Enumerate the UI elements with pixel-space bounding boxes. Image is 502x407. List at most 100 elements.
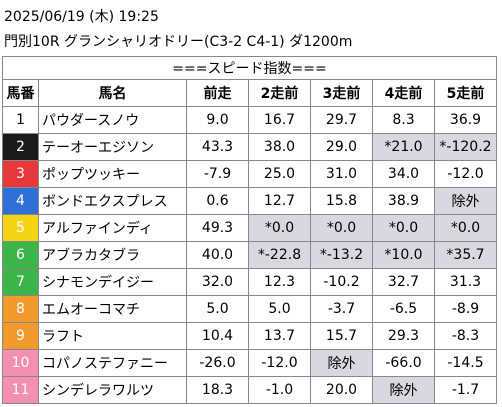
column-header: 5走前 <box>434 79 497 107</box>
speed-index: -6.5 <box>372 295 435 323</box>
speed-index: 20.0 <box>310 376 373 404</box>
table-body: ===スピード指数=== 馬番 馬名 前走 2走前 3走前 4走前 5走前 1 パウダースノウ 9.… <box>2 56 497 404</box>
horse-number: 3 <box>2 160 39 188</box>
column-header: 前走 <box>186 79 249 107</box>
speed-index: 32.7 <box>372 268 435 296</box>
speed-index: 18.3 <box>186 376 249 404</box>
horse-name: アブラカタブラ <box>38 241 187 269</box>
horse-row: 4 ボンドエクスプレス 0.6 12.7 15.8 38.9 除外 <box>2 187 497 215</box>
horse-number: 6 <box>2 241 39 269</box>
speed-index: 5.0 <box>186 295 249 323</box>
speed-index: 31.0 <box>310 160 373 188</box>
speed-index: *-13.2 <box>310 241 373 269</box>
header-row: 馬番 馬名 前走 2走前 3走前 4走前 5走前 <box>2 79 497 107</box>
horse-row: 9 ラフト 10.4 13.7 15.7 29.3 -8.3 <box>2 322 497 350</box>
speed-index: 38.9 <box>372 187 435 215</box>
speed-index: -7.9 <box>186 160 249 188</box>
speed-index: -8.9 <box>434 295 497 323</box>
speed-index: *0.0 <box>372 214 435 242</box>
speed-index: 34.0 <box>372 160 435 188</box>
speed-index: 除外 <box>434 187 497 215</box>
horse-name: パウダースノウ <box>38 106 187 134</box>
horse-row: 1 パウダースノウ 9.0 16.7 29.7 8.3 36.9 <box>2 106 497 134</box>
horse-name: テーオーエジソン <box>38 133 187 161</box>
speed-index: 12.7 <box>248 187 311 215</box>
speed-index: -8.3 <box>434 322 497 350</box>
horse-number: 11 <box>2 376 39 404</box>
horse-number: 5 <box>2 214 39 242</box>
horse-row: 6 アブラカタブラ 40.0 *-22.8 *-13.2 *10.0 *35.7 <box>2 241 497 269</box>
speed-index: -12.0 <box>248 349 311 377</box>
horse-name: シナモンデイジー <box>38 268 187 296</box>
speed-index: *10.0 <box>372 241 435 269</box>
speed-index: 5.0 <box>248 295 311 323</box>
speed-index: 16.7 <box>248 106 311 134</box>
speed-index: 10.4 <box>186 322 249 350</box>
speed-index: 49.3 <box>186 214 249 242</box>
horse-number: 9 <box>2 322 39 350</box>
column-header: 3走前 <box>310 79 373 107</box>
horse-row: 3 ポップツッキー -7.9 25.0 31.0 34.0 -12.0 <box>2 160 497 188</box>
speed-index: 0.6 <box>186 187 249 215</box>
horse-number: 10 <box>2 349 39 377</box>
horse-number: 7 <box>2 268 39 296</box>
speed-index: 除外 <box>372 376 435 404</box>
race-line: 門別10R グランシャリオドリー(C3-2 C4-1) ダ1200m <box>4 34 353 50</box>
column-header: 馬番 <box>2 79 39 107</box>
speed-index: -10.2 <box>310 268 373 296</box>
speed-index: -14.5 <box>434 349 497 377</box>
speed-index: 31.3 <box>434 268 497 296</box>
column-header: 2走前 <box>248 79 311 107</box>
speed-index: -1.0 <box>248 376 311 404</box>
column-header: 馬名 <box>38 79 187 107</box>
speed-index: 除外 <box>310 349 373 377</box>
horse-name: コパノステファニー <box>38 349 187 377</box>
speed-index: 43.3 <box>186 133 249 161</box>
horse-row: 10 コパノステファニー -26.0 -12.0 除外 -66.0 -14.5 <box>2 349 497 377</box>
speed-index: 40.0 <box>186 241 249 269</box>
speed-index: *0.0 <box>434 214 497 242</box>
speed-index: *0.0 <box>248 214 311 242</box>
horse-name: ポップツッキー <box>38 160 187 188</box>
horse-row: 8 エムオーコマチ 5.0 5.0 -3.7 -6.5 -8.9 <box>2 295 497 323</box>
date-line: 2025/06/19 (木) 19:25 <box>4 9 159 25</box>
speed-index: 9.0 <box>186 106 249 134</box>
horse-name: シンデレラワルツ <box>38 376 187 404</box>
banner-row: ===スピード指数=== <box>2 56 497 80</box>
horse-name: アルファインディ <box>38 214 187 242</box>
speed-index: -12.0 <box>434 160 497 188</box>
speed-index: 25.0 <box>248 160 311 188</box>
speed-index: *-22.8 <box>248 241 311 269</box>
horse-row: 7 シナモンデイジー 32.0 12.3 -10.2 32.7 31.3 <box>2 268 497 296</box>
speed-index: *35.7 <box>434 241 497 269</box>
horse-number: 2 <box>2 133 39 161</box>
speed-index: -3.7 <box>310 295 373 323</box>
speed-index: *21.0 <box>372 133 435 161</box>
speed-index: -26.0 <box>186 349 249 377</box>
horse-row: 11 シンデレラワルツ 18.3 -1.0 20.0 除外 -1.7 <box>2 376 497 404</box>
banner: ===スピード指数=== <box>2 56 497 80</box>
speed-table: ===スピード指数=== 馬番 馬名 前走 2走前 3走前 4走前 5走前 1 パウダースノウ 9.… <box>2 56 497 404</box>
horse-name: ボンドエクスプレス <box>38 187 187 215</box>
speed-index: -1.7 <box>434 376 497 404</box>
speed-index: 32.0 <box>186 268 249 296</box>
speed-index: *0.0 <box>310 214 373 242</box>
speed-index: 13.7 <box>248 322 311 350</box>
speed-index: 12.3 <box>248 268 311 296</box>
speed-index: 36.9 <box>434 106 497 134</box>
column-header: 4走前 <box>372 79 435 107</box>
speed-index: 15.7 <box>310 322 373 350</box>
speed-index: -66.0 <box>372 349 435 377</box>
horse-number: 8 <box>2 295 39 323</box>
horse-row: 2 テーオーエジソン 43.3 38.0 29.0 *21.0 *-120.2 <box>2 133 497 161</box>
speed-index: 29.3 <box>372 322 435 350</box>
speed-index: 29.7 <box>310 106 373 134</box>
speed-index: 8.3 <box>372 106 435 134</box>
horse-number: 1 <box>2 106 39 134</box>
horse-name: エムオーコマチ <box>38 295 187 323</box>
horse-name: ラフト <box>38 322 187 350</box>
speed-index: 15.8 <box>310 187 373 215</box>
speed-index: 29.0 <box>310 133 373 161</box>
speed-index: 38.0 <box>248 133 311 161</box>
